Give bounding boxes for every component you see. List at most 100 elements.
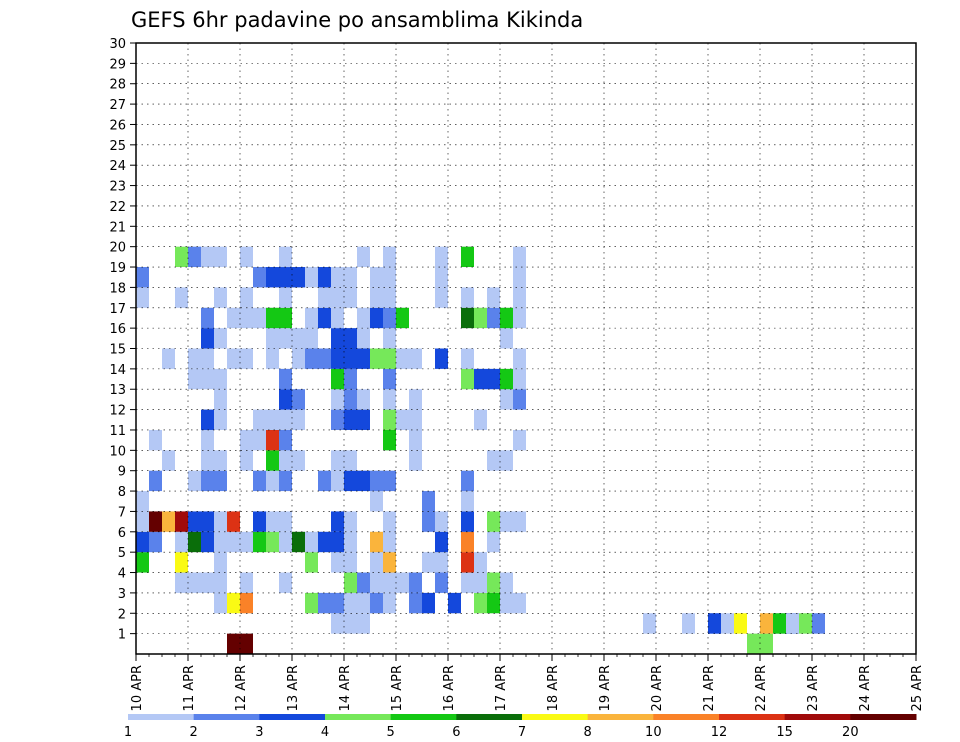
heatmap-cell <box>331 592 344 614</box>
x-tick-label: 19 APR <box>598 665 613 711</box>
heatmap-cell <box>474 572 487 593</box>
heatmap-cell <box>175 531 188 553</box>
heatmap-cell <box>370 307 383 329</box>
heatmap-cell <box>461 491 474 512</box>
heatmap-cell <box>370 287 383 308</box>
heatmap-cell <box>214 389 227 410</box>
colorbar-swatch <box>128 714 195 720</box>
heatmap-cell <box>214 328 227 349</box>
heatmap-cell <box>188 511 201 532</box>
heatmap-cell <box>331 328 344 349</box>
heatmap-cell <box>331 348 344 369</box>
heatmap-cell <box>162 348 175 369</box>
heatmap-cell <box>344 328 357 349</box>
heatmap-cell <box>357 307 370 329</box>
heatmap-cell <box>201 511 214 532</box>
heatmap-cell <box>266 531 279 553</box>
heatmap-cell <box>643 613 656 634</box>
heatmap-cell <box>383 470 396 492</box>
heatmap-cell <box>344 409 357 430</box>
x-tick-label: 14 APR <box>338 665 353 711</box>
heatmap-cell <box>370 348 383 369</box>
heatmap-cell <box>266 328 279 349</box>
heatmap-cell <box>513 429 526 451</box>
heatmap-cell <box>409 450 422 471</box>
heatmap-cell <box>357 409 370 430</box>
colorbar-label: 2 <box>190 725 198 740</box>
heatmap-cell <box>292 409 305 430</box>
heatmap-cell <box>240 307 253 329</box>
heatmap-cell <box>357 613 370 634</box>
heatmap-cell <box>201 307 214 329</box>
heatmap-cell <box>240 531 253 553</box>
heatmap-cell <box>500 368 513 390</box>
heatmap-cell <box>344 450 357 471</box>
heatmap-cell <box>331 450 344 471</box>
heatmap-cell <box>513 592 526 614</box>
x-tick-label: 22 APR <box>754 665 769 711</box>
x-tick-label: 15 APR <box>390 665 405 711</box>
heatmap-cell <box>253 267 266 288</box>
heatmap-cell <box>409 572 422 593</box>
heatmap-cell <box>331 531 344 553</box>
heatmap-cell <box>162 450 175 471</box>
heatmap-cell <box>227 511 240 532</box>
heatmap-cell <box>383 267 396 288</box>
heatmap-cell <box>253 307 266 329</box>
x-tick-label: 21 APR <box>702 665 717 711</box>
heatmap-cell <box>149 511 162 532</box>
heatmap-cell <box>409 389 422 410</box>
y-tick-label: 8 <box>118 485 126 500</box>
heatmap-cell <box>240 287 253 308</box>
heatmap-cell <box>279 328 292 349</box>
heatmap-cell <box>500 389 513 410</box>
heatmap-cell <box>383 389 396 410</box>
heatmap-cell <box>149 470 162 492</box>
y-tick-label: 28 <box>109 78 126 93</box>
heatmap-cell <box>773 613 786 634</box>
heatmap-cell <box>396 348 409 369</box>
heatmap-cell <box>240 348 253 369</box>
heatmap-cell <box>214 450 227 471</box>
heatmap-cell <box>318 287 331 308</box>
heatmap-cell <box>513 348 526 369</box>
heatmap-cell <box>136 531 149 553</box>
heatmap-cells <box>136 246 825 654</box>
heatmap-cell <box>487 307 500 329</box>
heatmap-cell <box>305 531 318 553</box>
heatmap-cell <box>331 613 344 634</box>
heatmap-cell <box>331 389 344 410</box>
heatmap-cell <box>175 287 188 308</box>
heatmap-cell <box>487 531 500 553</box>
heatmap-cell <box>279 287 292 308</box>
heatmap-cell <box>331 287 344 308</box>
heatmap-cell <box>422 491 435 512</box>
heatmap-cell <box>279 307 292 329</box>
heatmap-cell <box>383 429 396 451</box>
heatmap-cell <box>383 368 396 390</box>
heatmap-cell <box>474 592 487 614</box>
heatmap-cell <box>344 531 357 553</box>
y-tick-label: 6 <box>118 526 126 541</box>
heatmap-cell <box>188 470 201 492</box>
heatmap-cell <box>305 592 318 614</box>
heatmap-cell <box>279 267 292 288</box>
heatmap-cell <box>344 287 357 308</box>
heatmap-cell <box>500 592 513 614</box>
heatmap-cell <box>513 389 526 410</box>
heatmap-cell <box>344 592 357 614</box>
y-tick-label: 19 <box>109 261 126 276</box>
colorbar: 1 2 3 4 5 6 7 8 10 12 15 20 <box>124 714 917 740</box>
heatmap-cell <box>513 287 526 308</box>
heatmap-cell <box>344 470 357 492</box>
y-tick-label: 16 <box>109 322 126 337</box>
heatmap-cell <box>201 429 214 451</box>
heatmap-cell <box>500 572 513 593</box>
heatmap-cell <box>292 328 305 349</box>
colorbar-label: 3 <box>255 725 263 740</box>
heatmap-cell <box>188 368 201 390</box>
colorbar-label: 4 <box>321 725 329 740</box>
colorbar-swatch <box>456 714 523 720</box>
heatmap-cell <box>370 531 383 553</box>
